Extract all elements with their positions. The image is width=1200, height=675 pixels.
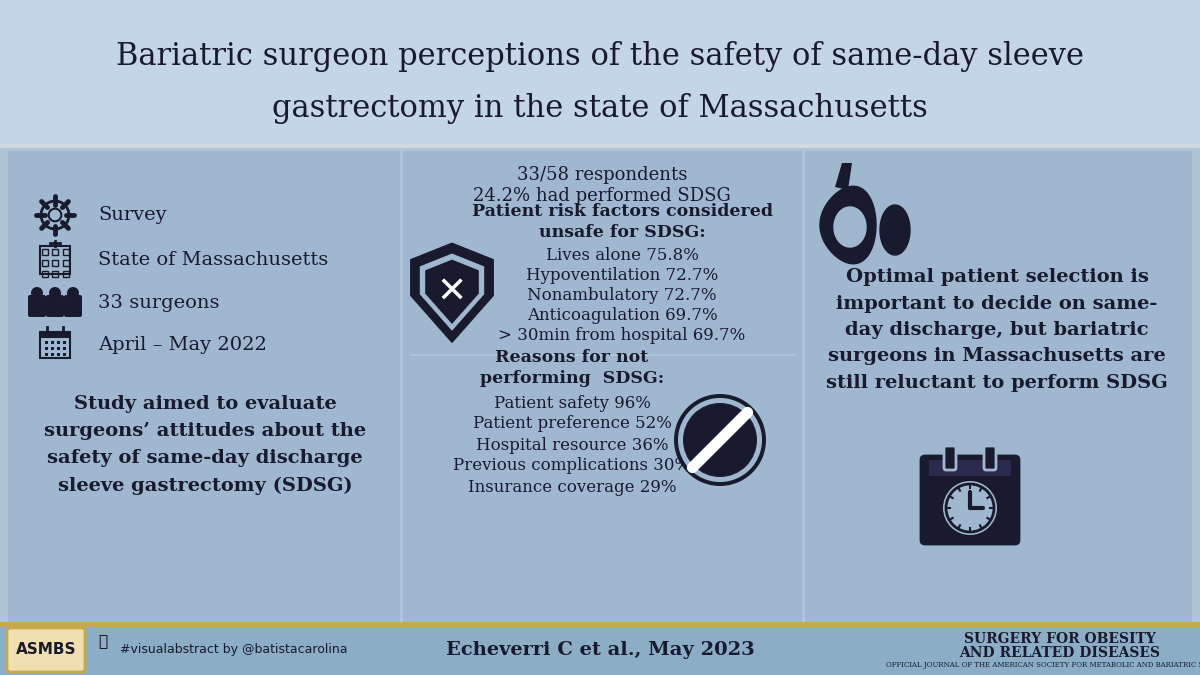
FancyBboxPatch shape [7,628,85,672]
Text: Patient risk factors considered
unsafe for SDSG:: Patient risk factors considered unsafe f… [472,202,773,241]
FancyBboxPatch shape [50,346,54,350]
Text: #visualabstract by @batistacarolina: #visualabstract by @batistacarolina [120,643,348,657]
Text: Patient safety 96%: Patient safety 96% [493,394,650,412]
Circle shape [678,398,762,482]
FancyBboxPatch shape [44,340,48,344]
Circle shape [683,403,757,477]
FancyBboxPatch shape [44,352,48,356]
FancyBboxPatch shape [62,346,66,350]
FancyBboxPatch shape [28,295,46,317]
FancyBboxPatch shape [8,151,1192,623]
FancyBboxPatch shape [56,340,60,344]
FancyBboxPatch shape [922,456,1019,544]
Polygon shape [410,243,493,342]
Polygon shape [835,163,852,190]
FancyBboxPatch shape [44,346,48,350]
Text: Optimal patient selection is
important to decide on same-
day discharge, but bar: Optimal patient selection is important t… [826,268,1168,392]
Text: Patient preference 52%: Patient preference 52% [473,416,672,433]
FancyBboxPatch shape [40,332,70,338]
FancyBboxPatch shape [0,622,1200,675]
FancyBboxPatch shape [50,352,54,356]
Polygon shape [834,207,866,247]
FancyBboxPatch shape [56,346,60,350]
FancyBboxPatch shape [802,151,805,623]
Text: ASMBS: ASMBS [16,643,77,657]
Text: Study aimed to evaluate
surgeons’ attitudes about the
safety of same-day dischar: Study aimed to evaluate surgeons’ attitu… [44,395,366,495]
FancyBboxPatch shape [0,0,1200,145]
FancyBboxPatch shape [984,446,996,470]
Text: Previous complications 30%: Previous complications 30% [454,458,690,475]
Text: Reasons for not
performing  SDSG:: Reasons for not performing SDSG: [480,349,664,387]
FancyBboxPatch shape [400,151,403,623]
Circle shape [49,287,61,299]
Text: 24.2% had performed SDSG: 24.2% had performed SDSG [473,187,731,205]
Text: Survey: Survey [98,206,167,224]
FancyBboxPatch shape [410,354,796,356]
Text: SURGERY FOR OBESITY: SURGERY FOR OBESITY [964,632,1156,646]
Text: Bariatric surgeon perceptions of the safety of same-day sleeve: Bariatric surgeon perceptions of the saf… [116,41,1084,72]
Text: gastrectomy in the state of Massachusetts: gastrectomy in the state of Massachusett… [272,92,928,124]
Text: OFFICIAL JOURNAL OF THE AMERICAN SOCIETY FOR METABOLIC AND BARIATRIC SURGERY: OFFICIAL JOURNAL OF THE AMERICAN SOCIETY… [886,661,1200,669]
Text: Hospital resource 36%: Hospital resource 36% [475,437,668,454]
Polygon shape [425,260,479,324]
Polygon shape [820,186,876,264]
FancyBboxPatch shape [46,295,64,317]
Text: Hypoventilation 72.7%: Hypoventilation 72.7% [526,267,718,284]
Circle shape [946,484,994,532]
Text: State of Massachusetts: State of Massachusetts [98,251,329,269]
Circle shape [943,481,997,535]
Circle shape [67,287,79,299]
Text: Echeverri C et al., May 2023: Echeverri C et al., May 2023 [445,641,755,659]
FancyBboxPatch shape [944,446,956,470]
Text: Nonambulatory 72.7%: Nonambulatory 72.7% [527,286,716,304]
FancyBboxPatch shape [62,340,66,344]
Text: 33 surgeons: 33 surgeons [98,294,220,312]
Text: AND RELATED DISEASES: AND RELATED DISEASES [960,646,1160,660]
Circle shape [674,394,766,486]
FancyBboxPatch shape [0,622,1200,627]
Text: ✕: ✕ [437,276,467,310]
FancyBboxPatch shape [62,352,66,356]
FancyBboxPatch shape [64,295,82,317]
Text: > 30min from hospital 69.7%: > 30min from hospital 69.7% [498,327,745,344]
Text: Anticoagulation 69.7%: Anticoagulation 69.7% [527,306,718,323]
Text: Lives alone 75.8%: Lives alone 75.8% [546,246,698,263]
FancyBboxPatch shape [56,352,60,356]
FancyBboxPatch shape [0,144,1200,148]
FancyBboxPatch shape [929,460,1010,476]
Text: 🐦: 🐦 [98,634,107,649]
Text: Insurance coverage 29%: Insurance coverage 29% [468,479,677,495]
Circle shape [31,287,43,299]
Polygon shape [880,205,910,255]
Text: 33/58 respondents: 33/58 respondents [517,166,688,184]
FancyBboxPatch shape [50,340,54,344]
Polygon shape [420,254,484,331]
Text: April – May 2022: April – May 2022 [98,336,266,354]
